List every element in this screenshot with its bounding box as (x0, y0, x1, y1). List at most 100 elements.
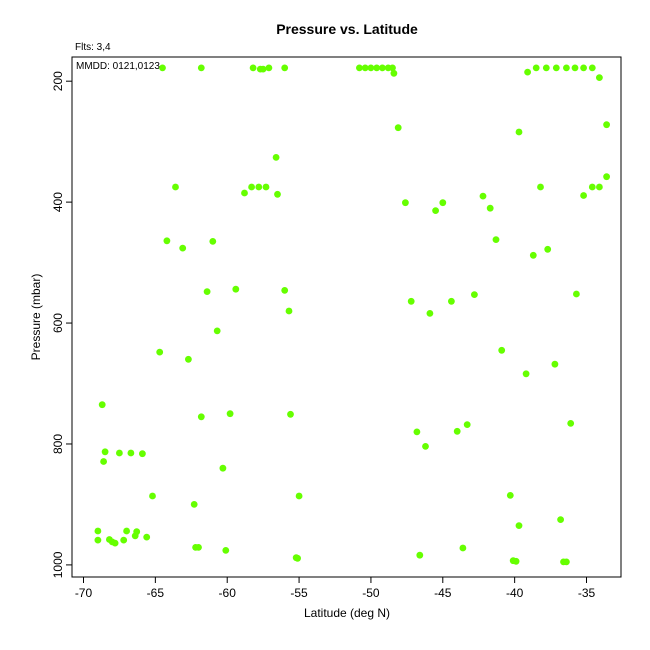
data-point (139, 450, 146, 458)
data-point (172, 183, 179, 191)
data-point (272, 154, 280, 161)
data-point (232, 285, 240, 293)
chart-title: Pressure vs. Latitude (276, 21, 418, 37)
data-point (295, 492, 303, 500)
data-point (422, 443, 429, 450)
y-axis: 200 400 600 800 1000 (51, 71, 72, 578)
data-point (515, 128, 523, 136)
x-tick-label: -50 (362, 586, 380, 600)
y-tick-label: 800 (51, 434, 65, 454)
data-point (94, 536, 102, 544)
data-point (432, 207, 439, 215)
data-point (573, 290, 580, 298)
data-point (596, 183, 603, 191)
data-point (111, 539, 119, 547)
x-tick-label: -65 (147, 586, 165, 600)
data-point (197, 64, 205, 72)
data-point (588, 183, 596, 191)
data-point (356, 64, 363, 72)
data-point (379, 64, 386, 72)
data-point (603, 173, 610, 181)
data-point (596, 74, 603, 81)
x-tick-label: -55 (290, 586, 308, 600)
data-point (94, 527, 102, 535)
data-point (262, 183, 270, 191)
y-tick-label: 1000 (51, 551, 65, 578)
data-point (222, 547, 230, 554)
y-tick-label: 200 (51, 71, 65, 91)
data-point (394, 124, 402, 132)
data-point (203, 288, 211, 295)
data-point (190, 501, 198, 508)
x-tick-label: -70 (75, 586, 93, 600)
data-point (100, 458, 107, 465)
data-point (544, 245, 552, 253)
data-point (498, 346, 506, 354)
data-point (281, 287, 289, 294)
y-tick-label: 400 (51, 192, 65, 212)
plot-frame (71, 56, 622, 578)
data-point (274, 190, 281, 198)
data-point (542, 64, 550, 72)
data-point (285, 307, 293, 315)
data-point (426, 310, 434, 317)
data-point (373, 64, 381, 72)
data-point (416, 551, 424, 559)
data-point (213, 327, 221, 335)
data-point (249, 64, 257, 72)
data-point (226, 410, 234, 418)
data-point (248, 183, 256, 191)
data-point (163, 237, 171, 245)
data-point (515, 522, 523, 529)
flights-annotation: Flts: 3,4 (75, 42, 111, 53)
data-point (580, 64, 587, 72)
data-point (390, 69, 398, 77)
x-axis: -70 -65 -60 -55 -50 -45 -40 -35 (75, 577, 596, 600)
data-point (98, 401, 106, 409)
data-point (361, 64, 369, 72)
data-point (524, 68, 531, 76)
y-axis-title: Pressure (mbar) (29, 274, 43, 361)
data-point (259, 65, 267, 73)
data-point (255, 183, 263, 191)
data-point (580, 192, 587, 199)
data-point (281, 64, 289, 72)
data-point (567, 420, 575, 427)
data-point (603, 121, 610, 129)
y-tick-label: 600 (51, 313, 65, 333)
data-point (537, 183, 544, 191)
data-point (185, 355, 192, 363)
x-tick-label: -45 (434, 586, 452, 600)
data-point (120, 536, 128, 544)
data-point (532, 64, 540, 72)
data-point (195, 544, 202, 551)
data-point (439, 199, 447, 207)
data-point (506, 492, 514, 499)
data-point (367, 64, 375, 72)
data-point (127, 449, 135, 457)
data-point (557, 516, 564, 523)
data-point (486, 204, 494, 212)
x-tick-label: -60 (219, 586, 237, 600)
data-point (552, 64, 560, 72)
data-point (402, 199, 409, 207)
data-points (94, 64, 610, 566)
data-point (131, 532, 139, 540)
data-point (588, 64, 596, 72)
data-point (123, 527, 130, 535)
data-point (116, 449, 123, 457)
data-point (471, 291, 478, 298)
data-point (512, 557, 520, 565)
data-point (265, 64, 273, 72)
x-tick-label: -40 (506, 586, 524, 600)
data-point (448, 297, 455, 305)
data-point (179, 244, 187, 252)
data-point (463, 421, 471, 428)
x-tick-label: -35 (578, 586, 596, 600)
data-point (522, 370, 530, 378)
data-point (389, 64, 396, 72)
x-axis-title: Latitude (deg N) (304, 606, 390, 620)
data-point (241, 189, 248, 197)
data-point (101, 448, 109, 456)
